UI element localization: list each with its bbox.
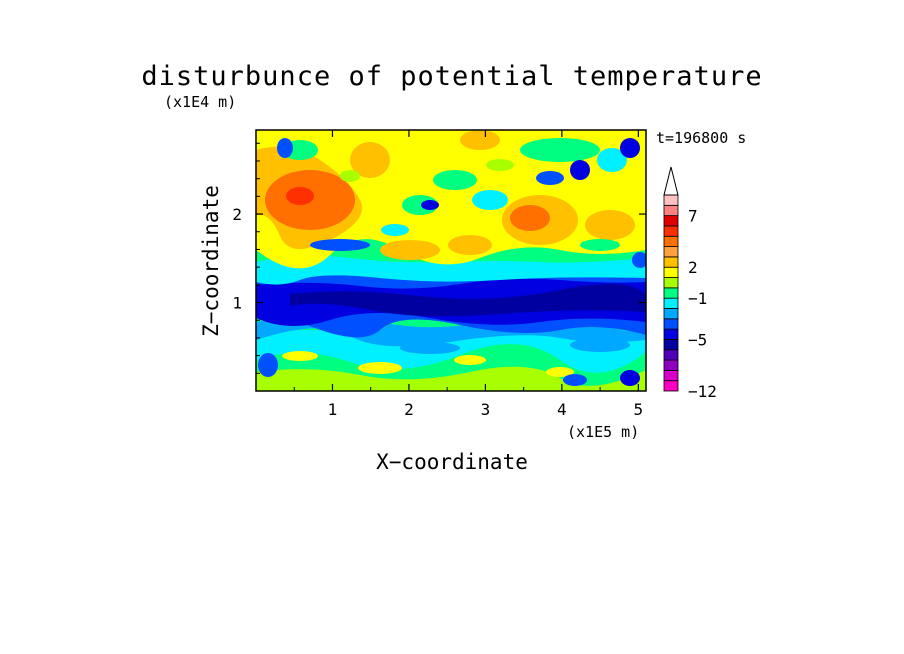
colorbar-swatch: [663, 359, 679, 371]
colorbar-swatch: [663, 266, 679, 278]
colorbar-swatch: [663, 297, 679, 309]
x-axis-label: X−coordinate: [376, 450, 528, 474]
x-tick-label: 2: [404, 400, 414, 419]
colorbar-swatch: [663, 246, 679, 258]
colorbar-swatch: [663, 287, 679, 299]
colorbar-swatch: [663, 349, 679, 361]
y-tick-label: 1: [232, 294, 242, 313]
colorbar-swatch: [663, 380, 679, 392]
colorbar-extend-arrow: [663, 166, 679, 196]
y-tick-label: 2: [232, 205, 242, 224]
colorbar-tick-label: 2: [688, 258, 698, 277]
colorbar-swatch: [663, 215, 679, 227]
x-unit-label: (x1E5 m): [567, 423, 639, 441]
colorbar-swatch: [663, 308, 679, 320]
time-label: t=196800 s: [656, 129, 746, 147]
colorbar-tick-label: 7: [688, 207, 698, 226]
colorbar-swatch: [663, 225, 679, 237]
x-tick-label: 3: [481, 400, 491, 419]
contour-field: [256, 130, 646, 391]
x-tick-label: 5: [634, 400, 644, 419]
colorbar: 7 2 −1 −5 −12: [663, 166, 717, 401]
colorbar-swatch: [663, 277, 679, 289]
colorbar-swatch: [663, 369, 679, 382]
colorbar-tick-label: −1: [688, 289, 707, 308]
colorbar-swatch: [663, 256, 679, 268]
plot-frame: [255, 129, 647, 392]
y-axis-label: Z−coordinate: [199, 185, 223, 337]
colorbar-swatch: [663, 339, 679, 351]
colorbar-swatch: [663, 318, 679, 330]
colorbar-tick-label: −12: [688, 382, 717, 401]
colorbar-swatch: [663, 194, 679, 206]
chart-title: disturbunce of potential temperature: [141, 61, 762, 92]
y-axis-ticks: 12: [232, 142, 646, 374]
colorbar-tick-label: −5: [688, 330, 707, 349]
y-unit-label: (x1E4 m): [164, 93, 236, 111]
x-tick-label: 1: [328, 400, 338, 419]
colorbar-swatch: [663, 328, 679, 340]
colorbar-swatch: [663, 235, 679, 247]
x-tick-label: 4: [557, 400, 567, 419]
x-axis-ticks: 1 2 3 4 5: [293, 130, 644, 419]
colorbar-swatch: [663, 204, 679, 217]
